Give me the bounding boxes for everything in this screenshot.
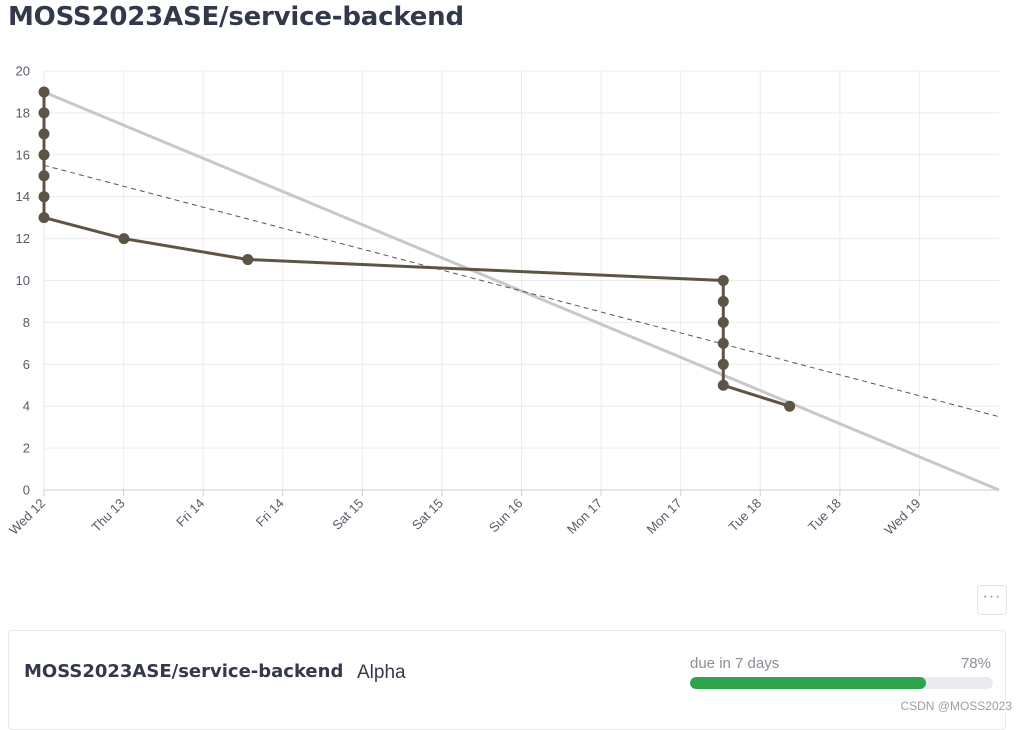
actual-data-point xyxy=(38,128,50,140)
watermark: CSDN @MOSS2023 xyxy=(900,699,1012,713)
x-tick-label: Wed 12 xyxy=(6,496,48,538)
milestone-progress-bar xyxy=(690,677,993,689)
trend-line xyxy=(43,164,1000,418)
actual-data-point xyxy=(717,379,729,391)
actual-data-point xyxy=(717,337,729,349)
actual-data-point xyxy=(38,170,50,182)
x-tick-label: Tue 18 xyxy=(805,496,844,535)
actual-data-point xyxy=(38,212,50,224)
actual-data-point xyxy=(242,254,254,266)
y-tick-label: 10 xyxy=(16,273,30,288)
x-tick-label: Fri 14 xyxy=(253,496,287,530)
y-tick-label: 8 xyxy=(23,315,30,330)
x-tick-label: Sat 15 xyxy=(409,496,446,533)
page-title: MOSS2023ASE/service-backend xyxy=(8,2,464,32)
y-tick-label: 0 xyxy=(23,483,30,498)
y-tick-label: 12 xyxy=(16,231,30,246)
actual-data-point xyxy=(784,400,796,412)
chart-series xyxy=(38,86,1000,492)
actual-data-point xyxy=(717,316,729,328)
x-tick-label: Thu 13 xyxy=(88,496,127,535)
actual-data-point xyxy=(38,149,50,161)
actual-data-point xyxy=(118,233,130,245)
x-tick-label: Wed 19 xyxy=(881,496,923,538)
milestone-card: MOSS2023ASE/service-backend Alpha due in… xyxy=(8,630,1006,730)
milestone-name: Alpha xyxy=(357,662,406,683)
actual-data-point xyxy=(717,275,729,286)
actual-data-point xyxy=(38,86,50,98)
milestone-repo-link[interactable]: MOSS2023ASE/service-backend xyxy=(24,661,344,682)
chart-grid xyxy=(43,70,999,490)
x-tick-label: Sun 16 xyxy=(486,496,526,536)
y-tick-label: 4 xyxy=(23,399,30,414)
y-tick-label: 20 xyxy=(16,64,30,79)
x-tick-label: Mon 17 xyxy=(644,496,685,537)
x-tick-label: Mon 17 xyxy=(564,496,605,537)
ideal-burndown-line xyxy=(43,90,1000,492)
actual-data-point xyxy=(717,295,729,307)
y-tick-label: 2 xyxy=(23,441,30,456)
x-tick-label: Sat 15 xyxy=(329,496,366,533)
y-tick-label: 6 xyxy=(23,357,30,372)
y-tick-label: 14 xyxy=(16,189,30,204)
actual-data-point xyxy=(717,358,729,370)
burndown-chart: 0 2 4 6 8 10 12 14 16 18 20 Wed 12 Thu 13 Fri 14 Fri 1… xyxy=(6,64,1000,538)
milestone-due-text: due in 7 days xyxy=(690,655,780,672)
y-tick-label: 18 xyxy=(16,105,30,120)
actual-burndown-line xyxy=(42,92,791,408)
more-options-button[interactable]: ··· xyxy=(977,585,1007,615)
milestone-percent: 78% xyxy=(960,655,991,672)
actual-data-point xyxy=(38,107,50,119)
milestone-progress-fill xyxy=(690,677,927,689)
x-tick-label: Fri 14 xyxy=(173,496,207,530)
x-tick-label: Tue 18 xyxy=(725,496,764,535)
y-tick-label: 16 xyxy=(16,147,30,162)
actual-data-point xyxy=(38,191,50,203)
